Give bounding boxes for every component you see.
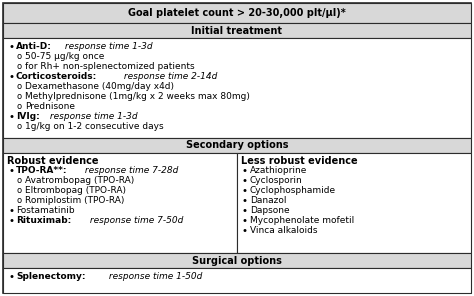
Text: Avatrombopag (TPO-RA): Avatrombopag (TPO-RA) (25, 176, 134, 185)
Text: •: • (242, 196, 248, 206)
Text: Rituximab:: Rituximab: (16, 216, 71, 225)
Text: IVIg:: IVIg: (16, 112, 40, 121)
Text: o: o (17, 186, 22, 195)
Text: o: o (17, 92, 22, 101)
Text: Corticosteroids:: Corticosteroids: (16, 72, 97, 81)
Text: •: • (8, 42, 14, 52)
Text: Cyclosporin: Cyclosporin (250, 176, 303, 185)
Bar (3, 153, 237, 253)
Text: Dapsone: Dapsone (250, 206, 290, 215)
Text: Fostamatinib: Fostamatinib (16, 206, 74, 215)
Text: response time 7-50d: response time 7-50d (87, 216, 183, 225)
Text: o: o (17, 102, 22, 111)
Text: o: o (17, 176, 22, 185)
Text: 1g/kg on 1-2 consecutive days: 1g/kg on 1-2 consecutive days (25, 122, 164, 131)
Text: Prednisone: Prednisone (25, 102, 75, 111)
Text: Dexamethasone (40mg/day x4d): Dexamethasone (40mg/day x4d) (25, 82, 174, 91)
Bar (3, 138, 471, 153)
Bar (237, 153, 471, 253)
Text: response time 2-14d: response time 2-14d (121, 72, 217, 81)
Text: •: • (8, 272, 14, 282)
Text: •: • (242, 206, 248, 216)
Text: Methylprednisone (1mg/kg x 2 weeks max 80mg): Methylprednisone (1mg/kg x 2 weeks max 8… (25, 92, 250, 101)
Text: Secondary options: Secondary options (186, 141, 288, 150)
Text: Mycophenolate mofetil: Mycophenolate mofetil (250, 216, 354, 225)
Text: o: o (17, 196, 22, 205)
Text: response time 1-3d: response time 1-3d (62, 42, 153, 51)
Text: response time 1-50d: response time 1-50d (106, 272, 202, 281)
Text: o: o (17, 82, 22, 91)
Text: Robust evidence: Robust evidence (7, 156, 99, 166)
Text: Surgical options: Surgical options (192, 255, 282, 266)
Bar (3, 253, 471, 268)
Text: Azathioprine: Azathioprine (250, 166, 307, 175)
Bar (3, 3, 471, 23)
Text: o: o (17, 62, 22, 71)
Bar (3, 268, 471, 293)
Bar (3, 23, 471, 38)
Text: Eltrombopag (TPO-RA): Eltrombopag (TPO-RA) (25, 186, 126, 195)
Bar (3, 38, 471, 138)
Text: response time 1-3d: response time 1-3d (46, 112, 137, 121)
Text: •: • (242, 226, 248, 236)
Text: •: • (8, 216, 14, 226)
Text: response time 7-28d: response time 7-28d (82, 166, 179, 175)
Text: •: • (242, 216, 248, 226)
Text: Splenectomy:: Splenectomy: (16, 272, 85, 281)
Text: Goal platelet count > 20-30,000 plt/μl)*: Goal platelet count > 20-30,000 plt/μl)* (128, 8, 346, 18)
Text: Danazol: Danazol (250, 196, 286, 205)
Text: •: • (8, 206, 14, 216)
Text: o: o (17, 52, 22, 61)
Text: •: • (8, 112, 14, 122)
Text: 50-75 μg/kg once: 50-75 μg/kg once (25, 52, 104, 61)
Text: •: • (8, 72, 14, 82)
Text: Initial treatment: Initial treatment (191, 25, 283, 36)
Text: •: • (242, 186, 248, 196)
Text: TPO-RA**:: TPO-RA**: (16, 166, 67, 175)
Text: Anti-D:: Anti-D: (16, 42, 52, 51)
Text: Romiplostim (TPO-RA): Romiplostim (TPO-RA) (25, 196, 124, 205)
Text: o: o (17, 122, 22, 131)
Text: Cyclophosphamide: Cyclophosphamide (250, 186, 336, 195)
Text: Less robust evidence: Less robust evidence (241, 156, 357, 166)
Text: •: • (242, 166, 248, 176)
Text: •: • (242, 176, 248, 186)
Text: •: • (8, 166, 14, 176)
Text: for Rh+ non-splenectomized patients: for Rh+ non-splenectomized patients (25, 62, 195, 71)
Text: Vinca alkaloids: Vinca alkaloids (250, 226, 318, 235)
